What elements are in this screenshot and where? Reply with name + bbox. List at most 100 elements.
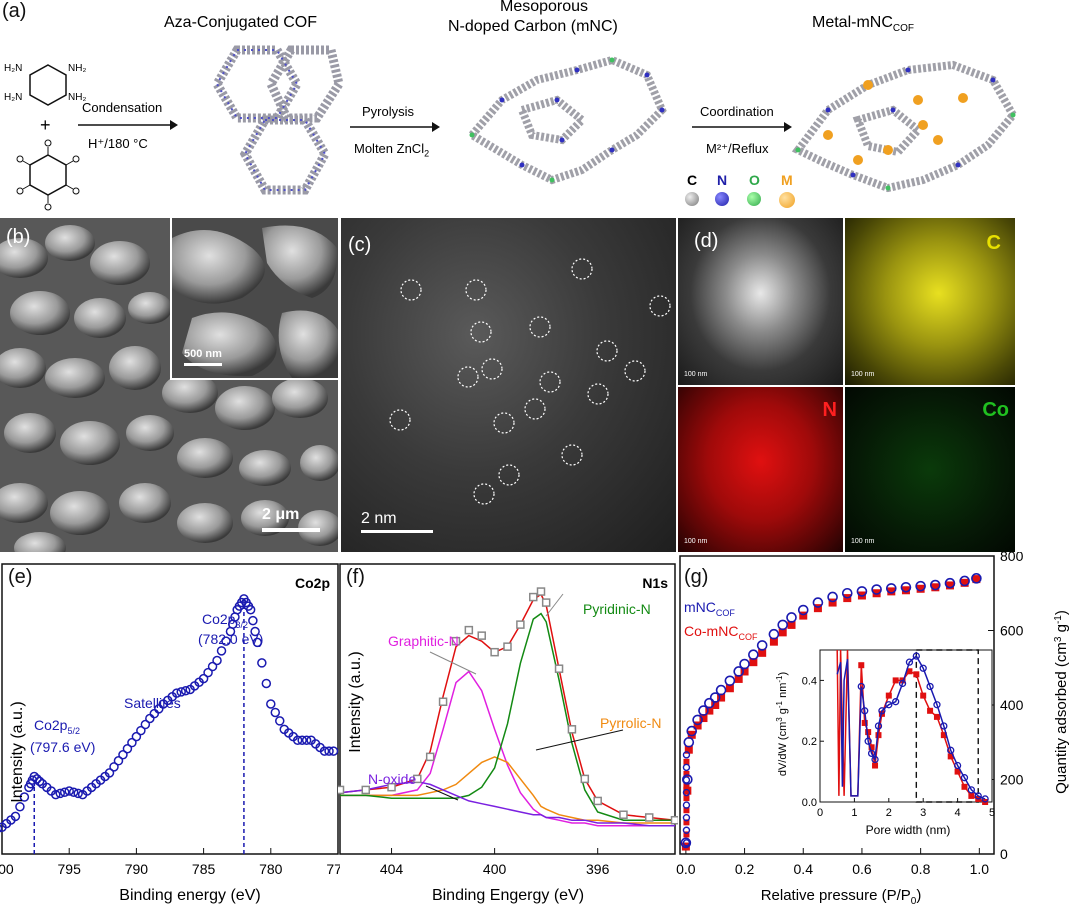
bet-point-mnc [959, 575, 970, 587]
bet-point-comnc [683, 783, 690, 790]
bet-point-comnc [683, 795, 690, 802]
bet-point-comnc [684, 745, 693, 754]
bet-inset-point-mnc [926, 682, 934, 691]
n1s-noxide-leader [425, 785, 459, 801]
arrow-condensation [78, 120, 178, 130]
bet-inset-point-comnc [913, 671, 920, 678]
co2p-data-point [198, 673, 209, 684]
eds-haadf-map: 100 nm [678, 218, 843, 385]
co2p-data-point [270, 707, 281, 718]
co2p-data-point [59, 787, 70, 797]
co2p-data-point [109, 762, 119, 772]
co2p-tick-label: 785 [192, 861, 216, 877]
bet-point-mnc [930, 579, 941, 591]
co2p-data-point [319, 746, 330, 756]
co2p-data-point [257, 658, 267, 668]
bet-point-mnc [812, 597, 824, 608]
eds-co-map: Co 100 nm [845, 387, 1015, 552]
bet-point-comnc [901, 586, 910, 595]
bet-point-mnc [715, 684, 727, 696]
n1s-xlabel: Binding Engergy (eV) [432, 887, 584, 904]
sem-inset-scale-bar [184, 363, 222, 366]
haadf-scale-bar [361, 530, 433, 533]
bet-inset-ylabel: dV/dW (cm3 g-1 nm-1) [775, 672, 789, 776]
bet-point-mnc [704, 697, 715, 709]
n1s-tick-label: 400 [483, 861, 507, 877]
bet-inset-point-comnc [872, 762, 879, 769]
co2p-anno-1: Co2p3/2 [202, 611, 248, 630]
bet-inset-point-comnc [892, 677, 899, 684]
bet-point-comnc [931, 583, 940, 592]
bet-point-mnc [680, 837, 692, 849]
co2p-data-point [216, 646, 227, 656]
bet-legend-mnc: mNCCOF [684, 599, 735, 618]
eds-c-scale: 100 nm [851, 371, 875, 378]
bet-inset-point-mnc [940, 722, 948, 730]
bet-point-mnc [915, 580, 926, 592]
bet-inset-point-mnc [861, 707, 869, 715]
co2p-data-point [34, 776, 45, 787]
bet-point-mnc [682, 826, 691, 834]
n1s-graphitic-leader [429, 651, 477, 675]
bet-point-mnc [900, 581, 912, 593]
n1s-measured-point [338, 785, 345, 795]
bet-inset-point-comnc [947, 753, 954, 760]
n1s-plot-frame [339, 563, 676, 855]
legend-ball-o [747, 192, 761, 206]
n1s-measured-point [554, 664, 564, 673]
co2p-title: Co2p [295, 575, 330, 591]
panel-e-label: (e) [8, 566, 33, 588]
n1s-pyrrolic-leader [535, 729, 624, 751]
n1s-measured-point [593, 796, 602, 806]
co2p-anno-4: Co2p5/2 [34, 717, 80, 736]
n1s-measured-point [438, 697, 448, 707]
bet-point-comnc [916, 584, 925, 593]
bet-point-mnc [971, 573, 982, 584]
bet-point-comnc [683, 831, 690, 838]
bet-x-tick-label: 0.2 [735, 861, 755, 877]
bet-point-mnc [686, 725, 698, 737]
bet-inset-point-comnc [865, 729, 872, 736]
bet-point-mnc [682, 763, 691, 772]
panel-c-label: (c) [348, 234, 372, 256]
co2p-data-point [207, 661, 218, 672]
co2p-data-point [73, 788, 83, 799]
bet-point-comnc [769, 637, 778, 646]
sem-inset: 500 nm [170, 218, 338, 380]
legend-ball-m [779, 192, 795, 208]
co2p-tick-label: 780 [259, 861, 283, 877]
bet-x-tick-label: 0.8 [911, 861, 931, 877]
haadf-scale-label: 2 nm [361, 510, 397, 527]
bet-point-comnc [749, 658, 758, 667]
bet-point-mnc [944, 577, 956, 589]
sem-inset-scale-label: 500 nm [184, 348, 222, 360]
co2p-data-point [261, 678, 272, 689]
bet-inset-y-tick-label: 0.4 [802, 675, 817, 687]
mnc-title-line2: N-doped Carbon (mNC) [448, 18, 618, 35]
bet-x-tick-label: 0.0 [676, 861, 696, 877]
bet-inset-point-mnc [981, 795, 989, 803]
co2p-data-point [64, 786, 74, 796]
bet-point-comnc [945, 581, 954, 590]
n1s-measured-point [387, 782, 396, 792]
bet-point-mnc [682, 813, 691, 822]
bet-point-mnc [748, 649, 759, 661]
panel-g-label: (g) [684, 566, 709, 588]
n1s-measured-point [464, 625, 474, 635]
bet-inset-point-comnc [933, 713, 940, 720]
bet-inset-point-mnc [885, 701, 893, 709]
co2p-data-point [32, 774, 42, 784]
bet-x-tick-label: 1.0 [970, 861, 990, 877]
bet-legend-comnc: Co-mNCCOF [684, 623, 758, 642]
co2p-data-point [51, 789, 61, 800]
legend-ball-n [715, 192, 729, 206]
bet-inset-point-comnc [861, 719, 868, 726]
pyrolysis-conditions: Molten ZnCl2 [354, 141, 430, 159]
bet-point-mnc [682, 801, 691, 809]
bet-point-comnc [828, 598, 837, 607]
eds-haadf-scale: 100 nm [684, 371, 708, 378]
n1s-measured-point [425, 752, 435, 762]
co2p-data-point [131, 731, 142, 742]
co2p-data-point [171, 688, 182, 698]
bet-point-mnc [692, 714, 703, 726]
